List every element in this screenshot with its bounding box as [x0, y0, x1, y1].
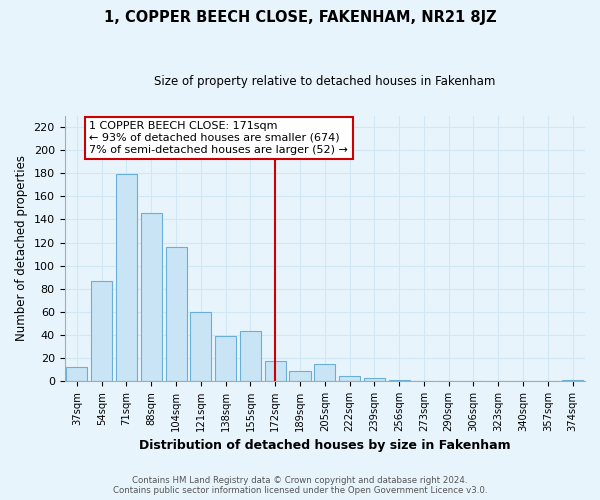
Bar: [364, 378, 385, 381]
Y-axis label: Number of detached properties: Number of detached properties: [15, 156, 28, 342]
Bar: [67, 367, 88, 381]
Bar: [265, 362, 286, 381]
Bar: [339, 376, 360, 381]
Bar: [116, 174, 137, 381]
Bar: [240, 332, 261, 381]
Bar: [314, 364, 335, 381]
Text: Contains HM Land Registry data © Crown copyright and database right 2024.
Contai: Contains HM Land Registry data © Crown c…: [113, 476, 487, 495]
X-axis label: Distribution of detached houses by size in Fakenham: Distribution of detached houses by size …: [139, 440, 511, 452]
Title: Size of property relative to detached houses in Fakenham: Size of property relative to detached ho…: [154, 75, 496, 88]
Text: 1, COPPER BEECH CLOSE, FAKENHAM, NR21 8JZ: 1, COPPER BEECH CLOSE, FAKENHAM, NR21 8J…: [104, 10, 496, 25]
Text: 1 COPPER BEECH CLOSE: 171sqm
← 93% of detached houses are smaller (674)
7% of se: 1 COPPER BEECH CLOSE: 171sqm ← 93% of de…: [89, 122, 348, 154]
Bar: [562, 380, 583, 381]
Bar: [190, 312, 211, 381]
Bar: [215, 336, 236, 381]
Bar: [289, 370, 311, 381]
Bar: [141, 212, 162, 381]
Bar: [91, 280, 112, 381]
Bar: [166, 247, 187, 381]
Bar: [389, 380, 410, 381]
